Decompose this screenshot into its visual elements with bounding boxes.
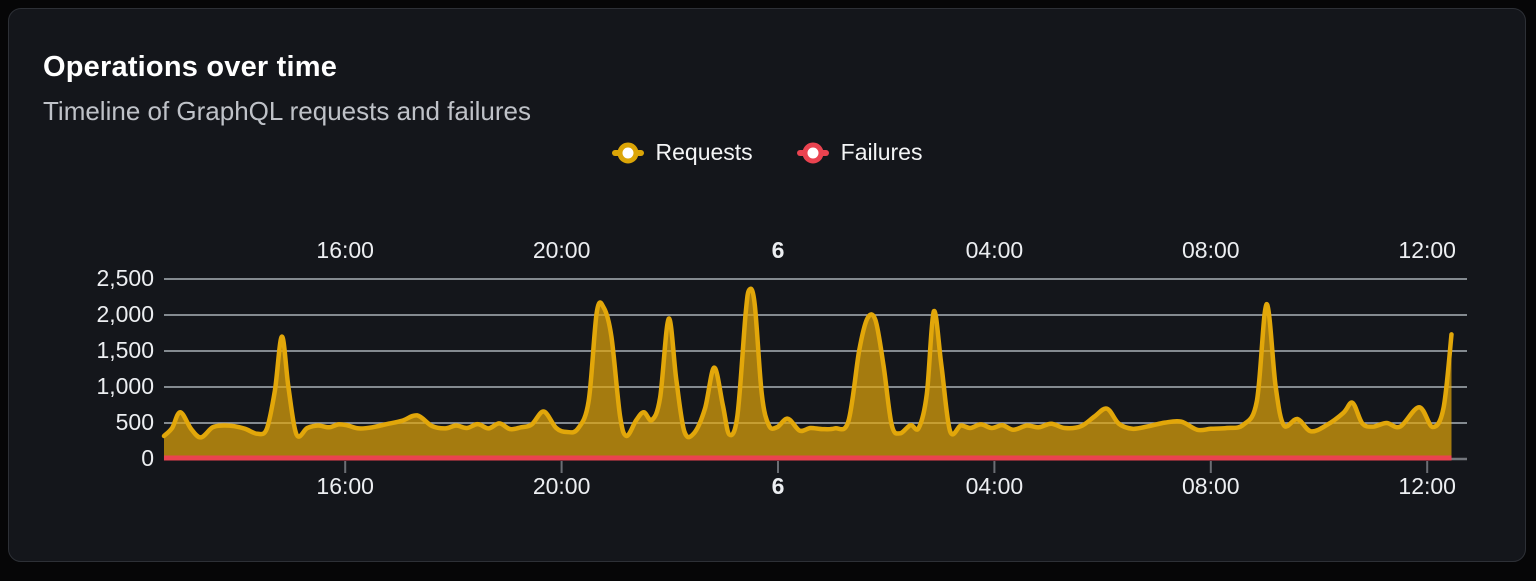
failures-series-marker-icon bbox=[796, 141, 829, 165]
x-axis-label-bottom: 12:00 bbox=[1398, 473, 1456, 499]
panel-title: Operations over time bbox=[43, 51, 338, 83]
legend-label-requests: Requests bbox=[655, 139, 753, 165]
y-axis-label: 0 bbox=[141, 445, 154, 471]
legend-item-failures[interactable]: Failures bbox=[796, 139, 923, 166]
y-axis-label: 1,000 bbox=[96, 373, 154, 399]
x-axis-label-top: 6 bbox=[771, 237, 785, 263]
requests-area bbox=[164, 288, 1452, 459]
requests-line bbox=[161, 286, 1454, 440]
x-axis-label-top: 16:00 bbox=[316, 237, 374, 263]
chart-area[interactable]: 16:00 16:00 20:00 20:00 6 6 04:00 04:00 08:00 08:… bbox=[9, 9, 1536, 581]
requests-series-marker-icon bbox=[611, 141, 644, 165]
x-axis-label-bottom: 16:00 bbox=[316, 473, 374, 499]
x-axis-label-bottom: 08:00 bbox=[1182, 473, 1240, 499]
y-axis-label: 500 bbox=[115, 409, 154, 435]
x-axis-label-top: 08:00 bbox=[1182, 237, 1240, 263]
x-axis-label-bottom: 6 bbox=[771, 473, 785, 499]
chart-legend: Requests Failures bbox=[9, 139, 1525, 166]
x-axis-label-top: 20:00 bbox=[532, 237, 591, 263]
y-axis-label: 2,000 bbox=[96, 301, 154, 327]
x-axis-label-bottom: 04:00 bbox=[965, 473, 1024, 499]
x-axis-label-top: 12:00 bbox=[1398, 237, 1456, 263]
x-axis-label-bottom: 20:00 bbox=[532, 473, 591, 499]
legend-label-failures: Failures bbox=[840, 139, 923, 165]
legend-dot-icon bbox=[617, 142, 638, 163]
y-axis-label: 1,500 bbox=[96, 337, 154, 363]
timeseries-plot bbox=[161, 278, 1467, 473]
legend-item-requests[interactable]: Requests bbox=[611, 139, 753, 166]
operations-panel: Operations over time Timeline of GraphQL… bbox=[8, 8, 1526, 562]
y-axis-label: 2,500 bbox=[96, 265, 154, 291]
panel-subtitle: Timeline of GraphQL requests and failure… bbox=[43, 96, 531, 126]
x-axis-label-top: 04:00 bbox=[965, 237, 1024, 263]
legend-dot-icon bbox=[802, 142, 824, 163]
